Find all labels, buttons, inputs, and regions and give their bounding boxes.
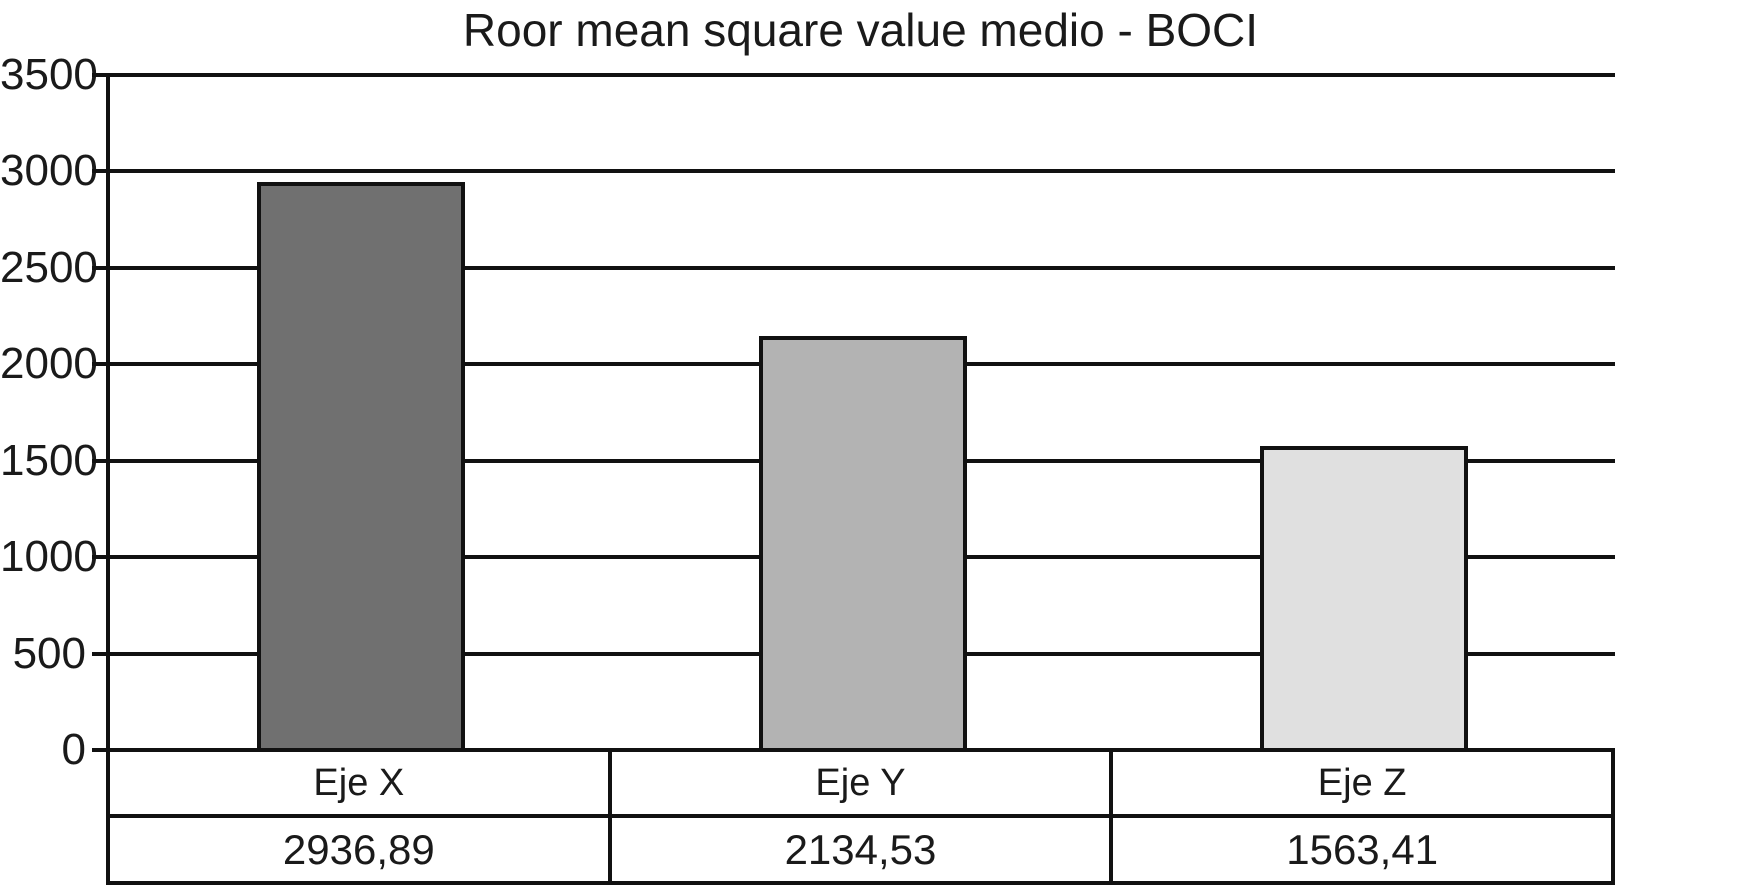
table-cell-value-1: 2936,89 (106, 814, 612, 885)
bar-eje-y (758, 336, 967, 752)
table-row-category: Eje X Eje Y Eje Z (106, 748, 1615, 818)
y-axis-tick-500 (92, 651, 106, 656)
gridline-3500 (110, 73, 1615, 77)
y-axis-tick-3000 (92, 169, 106, 174)
bar-eje-z (1260, 446, 1469, 752)
table-cell-value-2: 2134,53 (607, 814, 1114, 885)
y-axis-tick-0 (92, 748, 106, 752)
y-axis-tick-1500 (92, 458, 106, 463)
table-cell-category-1: Eje X (106, 748, 612, 818)
y-axis-tick-1000 (92, 555, 106, 560)
gridline-3000 (110, 169, 1615, 174)
table-row-value: 2936,89 2134,53 1563,41 (106, 814, 1615, 885)
y-axis-tick-label-1000: 1000 (0, 532, 98, 582)
y-axis-tick-2500 (92, 265, 106, 270)
y-axis-tick-label-2000: 2000 (0, 339, 98, 389)
data-table-body: Eje X Eje Y Eje Z 2936,89 2134,53 1563,41 (106, 748, 1615, 885)
y-axis-tick-2000 (92, 362, 106, 367)
plot-area (106, 73, 1615, 752)
y-axis-tick-label-3000: 3000 (0, 146, 98, 196)
table-cell-category-2: Eje Y (607, 748, 1114, 818)
data-table: Eje X Eje Y Eje Z 2936,89 2134,53 1563,41 (106, 748, 1615, 885)
gridline-2500 (110, 265, 1615, 270)
y-axis-tick-label-2500: 2500 (0, 242, 98, 292)
y-axis-tick-label-500: 500 (12, 628, 86, 678)
y-axis-tick-3500 (92, 73, 106, 77)
table-cell-category-3: Eje Z (1109, 748, 1615, 818)
y-axis-tick-label-3500: 3500 (0, 50, 98, 99)
chart-title: Roor mean square value medio - BOCI (462, 4, 1259, 56)
table-cell-value-3: 1563,41 (1109, 814, 1615, 885)
y-axis-tick-label-0: 0 (61, 725, 86, 774)
bar-eje-x (256, 181, 465, 752)
y-axis-tick-label-1500: 1500 (0, 435, 98, 485)
